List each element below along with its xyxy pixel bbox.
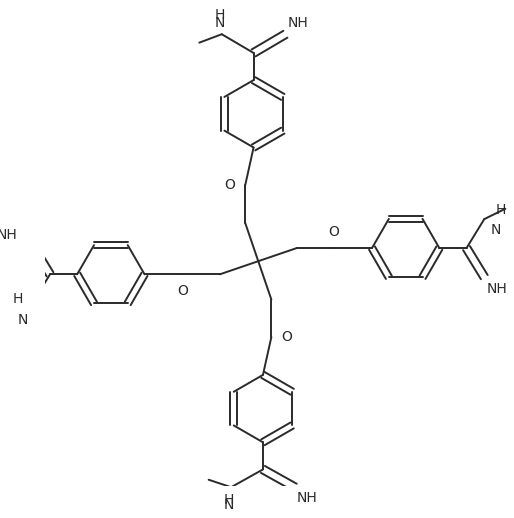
Text: O: O bbox=[224, 178, 235, 192]
Text: N: N bbox=[18, 313, 28, 327]
Text: O: O bbox=[177, 284, 188, 298]
Text: H: H bbox=[495, 203, 506, 217]
Text: N: N bbox=[490, 223, 501, 237]
Text: N: N bbox=[224, 498, 234, 512]
Text: H: H bbox=[12, 292, 23, 306]
Text: NH: NH bbox=[0, 228, 17, 242]
Text: N: N bbox=[215, 16, 225, 30]
Text: NH: NH bbox=[297, 491, 318, 505]
Text: O: O bbox=[282, 330, 292, 344]
Text: NH: NH bbox=[487, 282, 507, 296]
Text: H: H bbox=[224, 493, 234, 507]
Text: O: O bbox=[328, 225, 340, 239]
Text: H: H bbox=[215, 8, 225, 22]
Text: NH: NH bbox=[288, 17, 308, 31]
